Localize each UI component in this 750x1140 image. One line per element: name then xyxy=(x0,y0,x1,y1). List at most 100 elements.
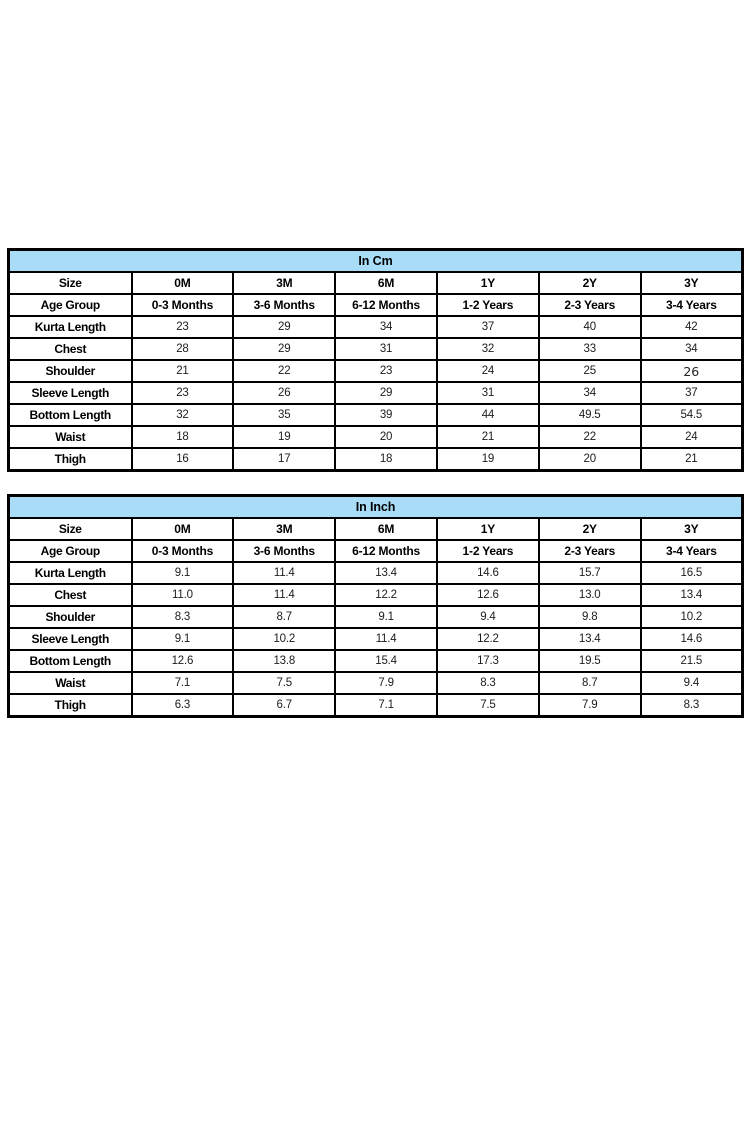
value-cell: 2-3 Years xyxy=(537,293,642,317)
row-label: Shoulder xyxy=(7,605,133,629)
value-cell: 11.4 xyxy=(232,583,337,607)
value-cell: 2Y xyxy=(537,271,642,295)
value-cell: 25 xyxy=(537,359,642,383)
value-cell: 10.2 xyxy=(232,627,337,651)
value-cell: 54.5 xyxy=(639,403,744,427)
value-cell: 20 xyxy=(537,447,642,472)
value-cell: 17.3 xyxy=(435,649,540,673)
value-cell: 13.4 xyxy=(537,627,642,651)
value-cell: 39 xyxy=(334,403,438,427)
value-cell: 18 xyxy=(130,425,235,449)
value-cell: 19.5 xyxy=(537,649,642,673)
value-cell: 9.1 xyxy=(334,605,438,629)
value-cell: 2Y xyxy=(537,517,642,541)
measurement-row: Waist 7.1 7.5 7.9 8.3 8.7 9.4 xyxy=(7,671,744,695)
table-title: In Cm xyxy=(7,248,744,273)
value-cell: 8.3 xyxy=(435,671,540,695)
value-cell: 0M xyxy=(130,517,235,541)
row-label: Age Group xyxy=(7,539,133,563)
value-cell: 21 xyxy=(639,447,744,472)
value-cell: 1Y xyxy=(435,271,540,295)
value-cell: 20 xyxy=(334,425,438,449)
value-cell: 11.4 xyxy=(334,627,438,651)
value-cell: 3Y xyxy=(639,271,744,295)
value-cell: 14.6 xyxy=(435,561,540,585)
value-cell: 14.6 xyxy=(639,627,744,651)
value-cell: 31 xyxy=(435,381,540,405)
value-cell: 1Y xyxy=(435,517,540,541)
value-cell: 37 xyxy=(435,315,540,339)
age-group-row: Age Group 0-3 Months 3-6 Months 6-12 Months… xyxy=(7,293,744,317)
value-cell: 37 xyxy=(639,381,744,405)
size-chart-inch: In Inch Size 0M 3M 6M 1Y 2Y 3Y Age Group 0-3 Mont… xyxy=(7,494,744,718)
measurement-row: Sleeve Length 23 26 29 31 34 37 xyxy=(7,381,744,405)
age-group-row: Age Group 0-3 Months 3-6 Months 6-12 Months… xyxy=(7,539,744,563)
value-cell: 34 xyxy=(334,315,438,339)
measurement-row: Sleeve Length 9.1 10.2 11.4 12.2 13.4 14.6 xyxy=(7,627,744,651)
row-label: Sleeve Length xyxy=(7,627,133,651)
table-title-row: In Inch xyxy=(7,494,744,519)
value-cell: 12.6 xyxy=(435,583,540,607)
row-label: Thigh xyxy=(7,447,133,472)
measurement-row: Kurta Length 23 29 34 37 40 42 xyxy=(7,315,744,339)
row-label: Waist xyxy=(7,671,133,695)
value-cell: 11.0 xyxy=(130,583,235,607)
measurement-row: Kurta Length 9.1 11.4 13.4 14.6 15.7 16.5 xyxy=(7,561,744,585)
value-cell: 3-4 Years xyxy=(639,539,744,563)
value-cell: 12.2 xyxy=(334,583,438,607)
value-cell: 42 xyxy=(639,315,744,339)
value-cell: 7.1 xyxy=(130,671,235,695)
row-label: Size xyxy=(7,271,133,295)
row-label: Size xyxy=(7,517,133,541)
value-cell: 9.4 xyxy=(435,605,540,629)
size-table: In Inch Size 0M 3M 6M 1Y 2Y 3Y Age Group 0-3 Mont… xyxy=(7,494,744,718)
value-cell: 12.2 xyxy=(435,627,540,651)
measurement-row: Bottom Length 12.6 13.8 15.4 17.3 19.5 21.5 xyxy=(7,649,744,673)
value-cell: 26 xyxy=(639,359,744,383)
value-cell: 49.5 xyxy=(537,403,642,427)
value-cell: 31 xyxy=(334,337,438,361)
row-label: Kurta Length xyxy=(7,561,133,585)
value-cell: 33 xyxy=(537,337,642,361)
value-cell: 21.5 xyxy=(639,649,744,673)
value-cell: 7.9 xyxy=(537,693,642,718)
value-cell: 40 xyxy=(537,315,642,339)
value-cell: 9.8 xyxy=(537,605,642,629)
value-cell: 24 xyxy=(435,359,540,383)
value-cell: 29 xyxy=(232,337,337,361)
value-cell: 8.3 xyxy=(130,605,235,629)
value-cell: 16.5 xyxy=(639,561,744,585)
value-cell: 8.3 xyxy=(639,693,744,718)
value-cell: 3Y xyxy=(639,517,744,541)
value-cell: 7.9 xyxy=(334,671,438,695)
value-cell: 29 xyxy=(334,381,438,405)
value-cell: 28 xyxy=(130,337,235,361)
row-label: Age Group xyxy=(7,293,133,317)
value-cell: 9.1 xyxy=(130,561,235,585)
value-cell: 35 xyxy=(232,403,337,427)
row-label: Waist xyxy=(7,425,133,449)
measurement-row: Shoulder 21 22 23 24 25 26 xyxy=(7,359,744,383)
value-cell: 6-12 Months xyxy=(334,293,438,317)
size-row: Size 0M 3M 6M 1Y 2Y 3Y xyxy=(7,517,744,541)
value-cell: 19 xyxy=(232,425,337,449)
value-cell: 19 xyxy=(435,447,540,472)
value-cell: 21 xyxy=(435,425,540,449)
value-cell: 16 xyxy=(130,447,235,472)
value-cell: 3-6 Months xyxy=(232,539,337,563)
size-table: In Cm Size 0M 3M 6M 1Y 2Y 3Y Age Group 0-3 Months… xyxy=(7,248,744,472)
value-cell: 2-3 Years xyxy=(537,539,642,563)
measurement-row: Thigh 6.3 6.7 7.1 7.5 7.9 8.3 xyxy=(7,693,744,718)
value-cell: 23 xyxy=(130,315,235,339)
value-cell: 0M xyxy=(130,271,235,295)
measurement-row: Bottom Length 32 35 39 44 49.5 54.5 xyxy=(7,403,744,427)
value-cell: 17 xyxy=(232,447,337,472)
value-cell: 21 xyxy=(130,359,235,383)
measurement-row: Thigh 16 17 18 19 20 21 xyxy=(7,447,744,472)
value-cell: 13.4 xyxy=(334,561,438,585)
value-cell: 8.7 xyxy=(537,671,642,695)
value-cell: 7.5 xyxy=(232,671,337,695)
value-cell: 6.3 xyxy=(130,693,235,718)
value-cell: 32 xyxy=(130,403,235,427)
value-cell: 13.8 xyxy=(232,649,337,673)
